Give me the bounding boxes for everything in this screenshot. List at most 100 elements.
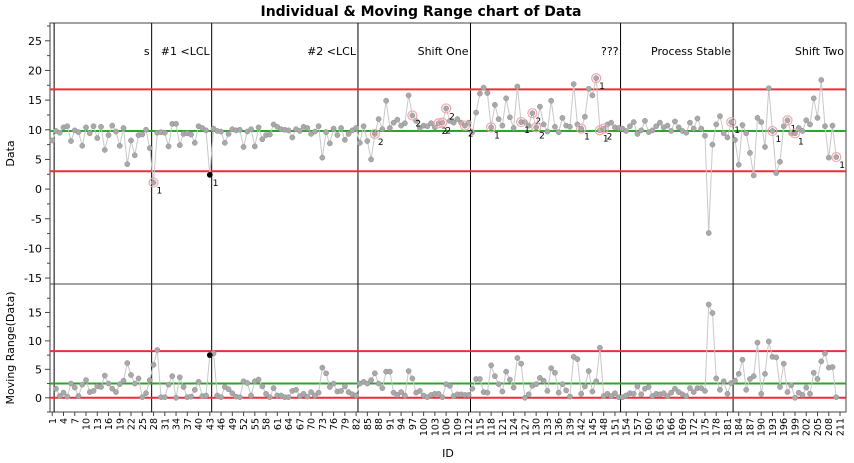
- individuals-data-point: [176, 142, 183, 149]
- individuals-data-point: [792, 130, 798, 137]
- individuals-data-point: [266, 131, 273, 138]
- individuals-data-point: [173, 120, 179, 127]
- individuals-data-point: [668, 128, 675, 134]
- moving-range-data-point: [717, 386, 723, 393]
- individuals-flag-ring: [831, 151, 842, 163]
- individuals-data-point: [814, 115, 821, 121]
- individuals-data-point: [739, 122, 746, 128]
- moving-range-data-point: [146, 377, 153, 383]
- individuals-data-point: [803, 117, 810, 124]
- individuals-flag-label: 1: [584, 133, 590, 143]
- xtick-label: 52: [239, 418, 250, 430]
- individuals-data-point: [368, 156, 374, 163]
- moving-range-data-point: [499, 388, 506, 395]
- moving-range-data-point: [113, 389, 119, 395]
- moving-range-data-point: [803, 384, 810, 391]
- moving-range-data-point: [495, 381, 502, 387]
- moving-range-data-point: [435, 390, 442, 397]
- moving-range-data-point: [300, 390, 307, 397]
- individuals-data-point: [649, 127, 656, 134]
- moving-range-data-point: [263, 390, 269, 397]
- moving-range-data-point: [514, 355, 521, 361]
- individuals-data-point: [402, 120, 408, 127]
- individuals-data-point: [383, 97, 389, 104]
- individuals-data-point: [529, 110, 536, 117]
- moving-range-data-point: [540, 377, 547, 384]
- individuals-data-point: [829, 122, 836, 129]
- moving-range-data-point: [698, 385, 705, 391]
- moving-range-data-point: [585, 368, 592, 374]
- individuals-flag-label: 1: [213, 179, 219, 189]
- moving-range-data-point: [169, 373, 176, 380]
- phase-label: s: [144, 45, 150, 58]
- individuals-data-point: [86, 130, 93, 137]
- moving-range-data-point: [124, 360, 131, 366]
- individuals-data-point: [338, 125, 344, 131]
- individuals-flag-label: 2: [535, 117, 541, 127]
- xtick-label: 181: [723, 418, 734, 436]
- xtick-label: 46: [217, 418, 228, 430]
- moving-range-data-point: [387, 368, 393, 375]
- individuals-data-point: [724, 134, 731, 141]
- individuals-flag-label: 2: [539, 131, 545, 141]
- individuals-flag-ring: [441, 103, 452, 114]
- moving-range-data-point: [131, 380, 138, 387]
- individuals-flag-ring: [486, 122, 497, 133]
- xtick-label: 148: [599, 418, 610, 436]
- individuals-data-point: [68, 138, 74, 144]
- xtick-label: 88: [374, 418, 385, 430]
- moving-range-data-point: [814, 376, 821, 382]
- individuals-data-point: [634, 131, 641, 137]
- xtick-label: 7: [70, 418, 81, 424]
- moving-range-data-point: [173, 394, 179, 401]
- individuals-data-point: [477, 90, 483, 97]
- phase-label: Process Stable: [651, 45, 731, 58]
- individuals-plot-frame: [49, 22, 847, 285]
- moving-range-data-point: [304, 393, 311, 400]
- individuals-flag-ring: [782, 115, 793, 126]
- moving-range-data-point: [777, 384, 783, 390]
- individuals-data-point: [454, 116, 461, 122]
- moving-range-data-point: [229, 390, 236, 397]
- moving-range-data-point: [244, 380, 251, 386]
- individuals-data-point: [559, 115, 566, 121]
- xtick-label: 100: [419, 418, 430, 436]
- moving-range-data-point: [758, 390, 765, 397]
- individuals-data-point: [203, 127, 209, 134]
- individuals-flag-label: 2: [607, 133, 613, 143]
- moving-range-data-point: [608, 393, 615, 399]
- moving-range-ytick-label: 15: [28, 306, 42, 319]
- individuals-data-point: [165, 143, 172, 150]
- individuals-data-point: [83, 124, 89, 131]
- moving-range-data-point: [101, 372, 108, 379]
- individuals-data-point: [623, 128, 630, 134]
- individuals-flag-label: 1: [599, 82, 605, 92]
- individuals-data-point: [833, 154, 840, 160]
- moving-range-data-point: [533, 381, 540, 387]
- moving-range-data-point: [510, 384, 517, 391]
- individuals-data-point: [109, 122, 116, 129]
- xtick-label: 142: [577, 418, 588, 436]
- individuals-data-point: [285, 127, 292, 134]
- chart-title: Individual & Moving Range chart of Data: [260, 4, 581, 20]
- moving-range-data-point: [747, 376, 753, 382]
- individuals-data-point: [773, 170, 780, 176]
- individuals-data-point: [240, 144, 247, 150]
- moving-range-data-point: [743, 386, 750, 393]
- moving-range-data-point: [784, 389, 791, 395]
- individuals-data-point: [323, 129, 329, 135]
- moving-range-data-point: [788, 382, 795, 389]
- xtick-label: 67: [295, 418, 306, 430]
- moving-range-data-point: [724, 390, 731, 397]
- moving-range-data-point: [705, 301, 712, 308]
- moving-range-data-point: [574, 356, 581, 362]
- individuals-data-point: [120, 125, 127, 131]
- individuals-flag-label: 2: [442, 127, 448, 137]
- xtick-label: 13: [93, 418, 104, 430]
- moving-range-data-point: [417, 388, 423, 394]
- individuals-data-point: [218, 128, 224, 135]
- moving-range-data-point: [116, 381, 123, 387]
- individuals-data-point: [709, 141, 716, 148]
- individuals-data-point: [94, 135, 101, 141]
- xtick-label: 133: [543, 418, 554, 436]
